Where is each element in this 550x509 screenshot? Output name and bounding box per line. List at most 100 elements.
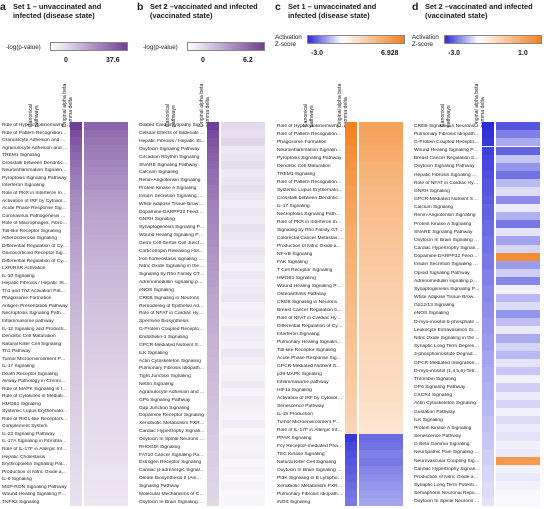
- pathway-name: Toll-like Receptor Signaling: [2, 228, 61, 234]
- pathway-name: MSP-RON Signaling Pathway: [2, 484, 67, 490]
- heatmap-cell: [345, 482, 357, 490]
- colorbar-min: 0: [201, 57, 205, 64]
- heatmap-cell: [207, 184, 219, 193]
- heatmap-cell: [359, 498, 403, 506]
- heatmap-row: Granulocyte Adhesion and Di...: [2, 137, 132, 145]
- pathway-name: Dendritic Cell Maturation: [2, 334, 56, 340]
- heatmap-cell: [84, 378, 128, 386]
- heatmap-cell: [70, 317, 82, 326]
- heatmap-row: Gap Junction Signaling: [139, 404, 269, 412]
- pathway-name: Netrin Signaling: [139, 382, 174, 388]
- heatmap-cell: [84, 250, 128, 258]
- pathway-name: Calcium Signaling: [139, 170, 179, 176]
- heatmap-cell: [84, 400, 128, 409]
- heatmap-row: Actin Cytoskeleton Signaling: [414, 399, 544, 408]
- pathway-name: IL-23 Signaling Pathway: [2, 431, 55, 437]
- heatmap-row: Neuroinflammation Signaling...: [277, 146, 407, 154]
- heatmap-cell: [496, 154, 540, 163]
- heatmap-cell: [496, 122, 540, 131]
- heatmap-cell: [359, 146, 403, 154]
- heatmap-cell: [84, 265, 128, 273]
- panel-c: c Set 1 – unvaccinated and infected (dise…: [275, 0, 411, 509]
- heatmap-row: Renin-Angiotensin Signaling: [139, 176, 269, 185]
- heatmap-cell: [70, 370, 82, 378]
- pathway-name: Synaptogenesis Signaling Pat...: [414, 286, 480, 292]
- heatmap-cell: [482, 146, 494, 155]
- heatmap-cell: [496, 171, 540, 180]
- heatmap-row: Role of Cytokines in Mediatin...: [2, 393, 132, 401]
- heatmap-row: Activation of IRF by Cytosolic ...: [277, 394, 407, 402]
- heatmap-cell: [221, 357, 265, 365]
- pathway-name: ILK Signaling: [139, 350, 168, 356]
- heatmap-cell: [84, 219, 128, 228]
- pathway-name: Cardiac Hypertrophy Signalin...: [414, 246, 480, 252]
- heatmap-row: Neuropathic Pain Signaling in...: [414, 448, 544, 457]
- heatmap-cell: [496, 293, 540, 302]
- pathway-name: Wound Healing Signaling Pat...: [139, 233, 205, 239]
- pathway-name: IL-15 Production: [277, 411, 313, 417]
- panel-title: Set 2 –vaccinated and infected (vaccinat…: [425, 2, 533, 20]
- pathway-name: Neuroinflammation Signaling...: [277, 147, 343, 153]
- pathway-name: Calcium Signaling: [414, 205, 454, 211]
- heatmap-cell: [84, 310, 128, 318]
- heatmap-row: G-Protein Coupled Receptor ...: [139, 325, 269, 334]
- pathway-name: eNOS Signaling: [139, 287, 174, 293]
- heatmap-cell: [482, 448, 494, 457]
- pathway-name: Role of NFAT in Cardiac Hype...: [139, 311, 205, 317]
- heatmap-cell: [359, 186, 403, 194]
- pathway-name: Neuropathic Pain Signaling in...: [414, 450, 480, 456]
- heatmap-cell: [359, 442, 403, 450]
- heatmap-cell: [207, 302, 219, 311]
- heatmap-row: Role of Hypercytokinemia/hy...: [2, 122, 132, 130]
- heatmap-row: Synaptogenesis Signaling Pat...: [414, 285, 544, 294]
- heatmap-cell: [70, 355, 82, 363]
- heatmap-cell: [70, 129, 82, 138]
- heatmap-cell: [221, 176, 265, 185]
- heatmap-cell: [207, 278, 219, 287]
- heatmap-cell: [221, 208, 265, 217]
- heatmap-cell: [84, 430, 128, 439]
- heatmap-row: Natural Killer Cell Signaling: [2, 340, 132, 348]
- heatmap-cell: [207, 349, 219, 358]
- heatmap-row: Nitric Oxide Signaling in the ...: [139, 263, 269, 271]
- heatmap-cell: [84, 370, 128, 378]
- pathway-name: Activation of IRF by Cytosolic ...: [2, 198, 68, 204]
- pathway-name: Dopamine-DARPP32 Feedbac...: [139, 209, 205, 215]
- heatmap-cell: [345, 434, 357, 442]
- pathway-name: Fcγ Receptor-mediated Phag...: [277, 443, 343, 449]
- heatmap-row: CREB Signaling in Neurons: [414, 122, 544, 131]
- heatmap-cell: [207, 310, 219, 318]
- pathway-name: Signaling by Rho Family GTPa...: [277, 227, 343, 233]
- heatmap-cell: [359, 282, 403, 290]
- pathway-name: Acute Phase Response Signal...: [277, 355, 343, 361]
- pathway-name: GPCR-Mediated Nutrient Sen...: [139, 342, 205, 348]
- heatmap-cell: [345, 122, 357, 130]
- pathway-name: Airway Pathology in Chronic ...: [2, 379, 68, 385]
- heatmap-cell: [207, 231, 219, 240]
- heatmap-cell: [84, 408, 128, 416]
- pathway-name: Differential Regulation of Cyt...: [2, 258, 68, 264]
- heatmap-cell: [496, 326, 540, 335]
- heatmap-row: Gα12/13 Signaling: [414, 301, 544, 310]
- pathway-name: Pulmonary Healing Signaling ...: [277, 339, 343, 345]
- pathway-name: Glucocorticoid Receptor Sign...: [2, 251, 68, 257]
- heatmap-row: G-Protein Coupled Receptor ...: [414, 138, 544, 147]
- heatmap-row: Adrenomedullin signaling pat...: [139, 278, 269, 287]
- heatmap-row: Dilated Cardiomyopathy Sign...: [139, 122, 269, 130]
- pathway-name: CREB Signaling in Neurons: [139, 295, 200, 301]
- heatmap-cell: [207, 341, 219, 350]
- heatmap-cell: [496, 187, 540, 196]
- pathway-name: eNOS Signaling: [414, 311, 449, 317]
- pathway-name: Cardiac β-adrenergic Signaling: [139, 468, 205, 474]
- heatmap-row: Role of PKR in Interferon Indu...: [277, 218, 407, 226]
- pathway-name: Antigen Presentation Pathway: [2, 303, 68, 309]
- heatmap-cell: [221, 411, 265, 420]
- heatmap-cell: [496, 497, 540, 506]
- pathway-name: Signaling Pathway: [139, 483, 180, 489]
- heatmap-cell: [359, 346, 403, 354]
- heatmap-cell: [345, 490, 357, 498]
- heatmap-row: Systemic Lupus Erythematosu...: [2, 408, 132, 416]
- heatmap-cell: [359, 474, 403, 482]
- heatmap-cell: [70, 137, 82, 145]
- pathway-name: Dopamine Receptor Signaling: [139, 413, 204, 419]
